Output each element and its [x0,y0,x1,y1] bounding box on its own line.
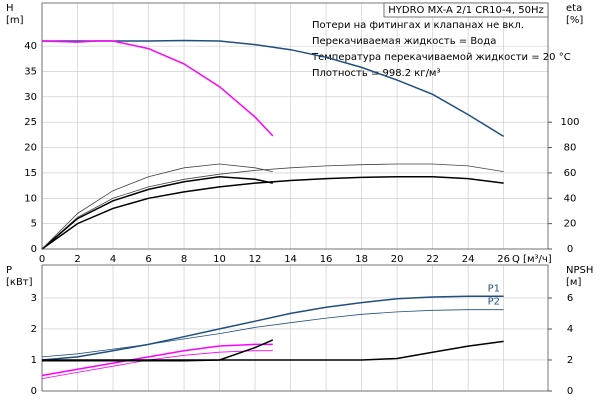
annotation: Перекачиваемая жидкость = Вода [312,36,496,47]
curve [42,340,504,361]
series-label: P1 [488,283,500,294]
y2-tick-label: 40 [564,193,577,204]
x-tick-label: 16 [320,254,333,265]
y2-tick-label: 0 [567,386,573,397]
curve [41,350,273,379]
curve [42,339,274,362]
y-axis-unit: [кВт] [6,277,33,288]
y2-tick-label: 4 [567,324,573,335]
x-tick-label: 26 [497,254,510,265]
x-tick-label: 14 [284,254,297,265]
x-tick-label: 10 [213,254,226,265]
y2-axis-unit: [м] [566,277,581,288]
plot-frame [41,264,549,392]
x-tick-label: 4 [110,254,116,265]
annotation: Температура перекачиваемой жидкости = 20… [311,52,571,63]
y2-tick-label: 80 [564,143,577,154]
x-tick-label: 24 [462,254,475,265]
y2-tick-label: 6 [567,293,573,304]
y-tick-label: 30 [24,92,37,103]
x-axis-label: Q [м³/ч] [512,254,552,265]
curve [41,343,273,377]
y2-tick-label: 0 [567,244,573,255]
y-tick-label: 2 [31,324,37,335]
title-box [383,2,549,18]
y-tick-label: 0 [31,386,37,397]
y2-axis-unit: [%] [566,15,583,26]
x-tick-label: 0 [39,254,45,265]
y-tick-label: 20 [24,143,37,154]
x-tick-label: 8 [181,254,187,265]
y-tick-label: 10 [24,193,37,204]
annotation: Потери на фитингах и клапанах не вкл. [312,20,524,31]
y-tick-label: 0 [31,244,37,255]
annotation: Плотность = 998.2 кг/м³ [312,68,441,79]
y-tick-label: 1 [31,355,37,366]
x-tick-label: 22 [426,254,439,265]
curve [41,175,504,250]
y2-axis-label: NPSH [566,265,593,276]
curve [41,309,504,358]
y-axis-unit: [m] [6,15,24,26]
curve [41,163,504,250]
y2-tick-label: 2 [567,355,573,366]
x-tick-label: 18 [355,254,368,265]
y-tick-label: 15 [24,168,37,179]
y-tick-label: 40 [24,41,37,52]
y-tick-label: 3 [31,293,37,304]
y-tick-label: 5 [31,219,37,230]
y-tick-label: 35 [24,66,37,77]
chart-title: HYDRO MX-A 2/1 CR10-4, 50Hz [388,5,543,16]
curve [41,40,274,137]
y2-tick-label: 20 [564,219,577,230]
x-tick-label: 12 [249,254,262,265]
x-tick-label: 2 [74,254,80,265]
x-tick-label: 20 [391,254,404,265]
y-axis-label: P [6,265,12,276]
y2-tick-label: 60 [564,168,577,179]
y-tick-label: 25 [24,117,37,128]
series-label: P2 [488,297,500,308]
curve [41,175,273,250]
curve [42,39,504,138]
curve [41,295,504,361]
y-axis-label: H [6,3,14,14]
x-tick-label: 6 [145,254,151,265]
curve [41,163,273,250]
plot-frame [41,2,549,250]
y2-axis-label: eta [566,3,582,14]
y2-tick-label: 100 [560,117,579,128]
